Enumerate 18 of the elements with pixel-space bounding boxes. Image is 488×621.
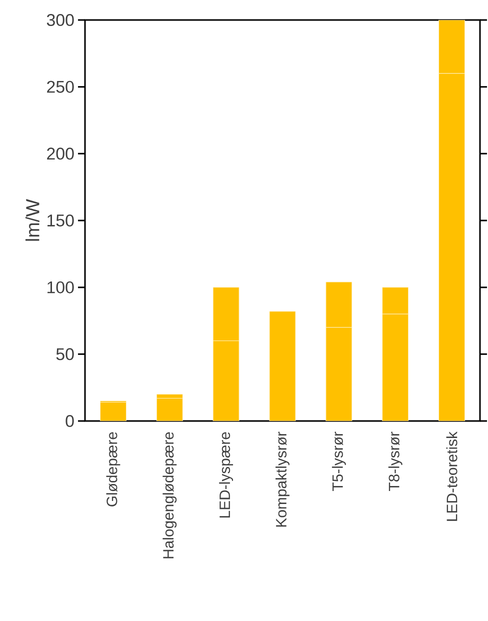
bar bbox=[269, 311, 296, 421]
y-tick-label: 250 bbox=[47, 80, 74, 93]
y-axis-title: lm/W bbox=[25, 199, 40, 241]
y-tick-label: 50 bbox=[56, 348, 74, 360]
x-tick-label: LED-lyspære bbox=[219, 432, 234, 518]
bar bbox=[156, 398, 183, 421]
x-tick-label: Glødepære bbox=[106, 432, 120, 506]
x-tick-label: Halogenglødepære bbox=[162, 432, 177, 558]
y-tick-label: 200 bbox=[47, 148, 74, 160]
x-tick-label: Kompaktlysrør bbox=[276, 432, 290, 527]
y-tick-label: 300 bbox=[46, 14, 74, 26]
y-tick-label: 0 bbox=[66, 414, 74, 427]
y-tick-label: 100 bbox=[48, 281, 74, 294]
y-tick-label: 150 bbox=[48, 214, 74, 226]
x-tick-label: T8-lysrør bbox=[388, 432, 402, 491]
x-tick-label: LED-teoretisk bbox=[446, 432, 458, 521]
bar bbox=[100, 402, 126, 421]
x-tick-label: T5-lysrør bbox=[332, 432, 346, 491]
